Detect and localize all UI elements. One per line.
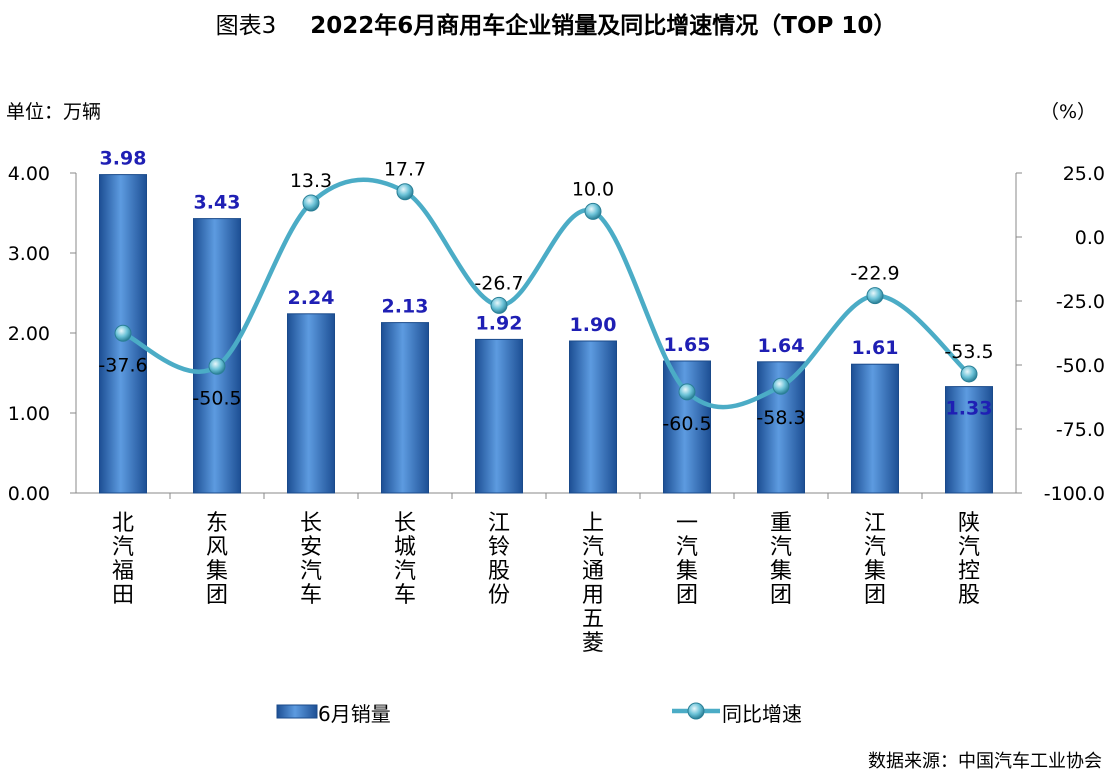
left-tick-label: 3.00 [8, 243, 50, 265]
right-tick-label: -50.0 [1056, 355, 1105, 377]
growth-value-label: -58.3 [756, 407, 805, 429]
bar [851, 363, 899, 494]
growth-value-label: -60.5 [662, 413, 711, 435]
category-label: 长城汽车 [394, 511, 416, 608]
left-tick-label: 0.00 [8, 483, 50, 505]
bar [945, 386, 993, 494]
category-label: 陕汽控股 [958, 511, 980, 608]
growth-value-label: -50.5 [192, 387, 241, 409]
title-text: 2022年6月商用车企业销量及同比增速情况（TOP 10） [310, 13, 897, 39]
growth-point [208, 357, 226, 375]
bar-value-label: 2.24 [288, 287, 335, 309]
right-tick-label: -100.0 [1044, 483, 1105, 505]
category-label: 北汽福田 [112, 511, 134, 608]
growth-value-label: -53.5 [944, 341, 993, 363]
chart-title: 图表3 2022年6月商用车企业销量及同比增速情况（TOP 10） [0, 6, 1112, 40]
bar [475, 338, 523, 494]
growth-point [866, 287, 884, 305]
left-tick-label: 4.00 [8, 163, 50, 185]
bar [663, 360, 711, 494]
bar-value-label: 2.13 [382, 296, 429, 318]
category-label: 一汽集团 [676, 511, 698, 608]
right-tick-label: 0.0 [1075, 227, 1105, 249]
left-axis-unit: 单位：万辆 [6, 101, 102, 123]
category-label: 东风集团 [206, 511, 228, 608]
bar-value-label: 1.64 [758, 335, 805, 357]
legend-bar-swatch [276, 704, 318, 719]
right-tick-label: -75.0 [1056, 419, 1105, 441]
growth-point [584, 202, 602, 220]
right-axis-unit: （%） [1040, 101, 1097, 123]
bar-value-label: 3.98 [100, 148, 147, 170]
growth-point [490, 296, 508, 314]
growth-line [122, 177, 971, 410]
bar-value-label: 1.90 [570, 314, 617, 336]
category-label: 长安汽车 [300, 511, 322, 608]
growth-point [114, 324, 132, 342]
legend-line-marker [687, 702, 705, 720]
bar [381, 322, 429, 494]
left-tick-label: 1.00 [8, 403, 50, 425]
category-label: 江汽集团 [864, 511, 886, 608]
growth-value-label: -37.6 [98, 354, 147, 376]
growth-value-label: -22.9 [850, 263, 899, 285]
right-tick-label: 25.0 [1063, 163, 1105, 185]
bar-value-label: 1.65 [664, 334, 711, 356]
growth-value-label: -26.7 [474, 272, 523, 294]
growth-point [302, 194, 320, 212]
figure-number: 图表3 [215, 13, 277, 39]
bar [193, 218, 241, 494]
growth-value-label: 17.7 [384, 159, 426, 181]
category-label: 重汽集团 [770, 511, 792, 608]
right-tick-label: -25.0 [1056, 291, 1105, 313]
growth-point [396, 183, 414, 201]
bar-value-label: 3.43 [194, 192, 241, 214]
growth-value-label: 10.0 [572, 178, 614, 200]
growth-point [772, 377, 790, 395]
data-source: 数据来源：中国汽车工业协会 [868, 751, 1102, 772]
category-label: 江铃股份 [488, 511, 510, 608]
legend-label-bar: 6月销量 [318, 702, 391, 726]
left-tick-label: 2.00 [8, 323, 50, 345]
growth-value-label: 13.3 [290, 170, 332, 192]
growth-point [960, 365, 978, 383]
bar-value-label: 1.33 [946, 398, 993, 420]
bar [569, 340, 617, 494]
category-label: 上汽通用五菱 [582, 511, 604, 656]
bar [287, 313, 335, 494]
bar-value-label: 1.92 [476, 312, 523, 334]
bar-value-label: 1.61 [852, 337, 899, 359]
growth-point [678, 383, 696, 401]
legend-label-line: 同比增速 [722, 702, 802, 726]
